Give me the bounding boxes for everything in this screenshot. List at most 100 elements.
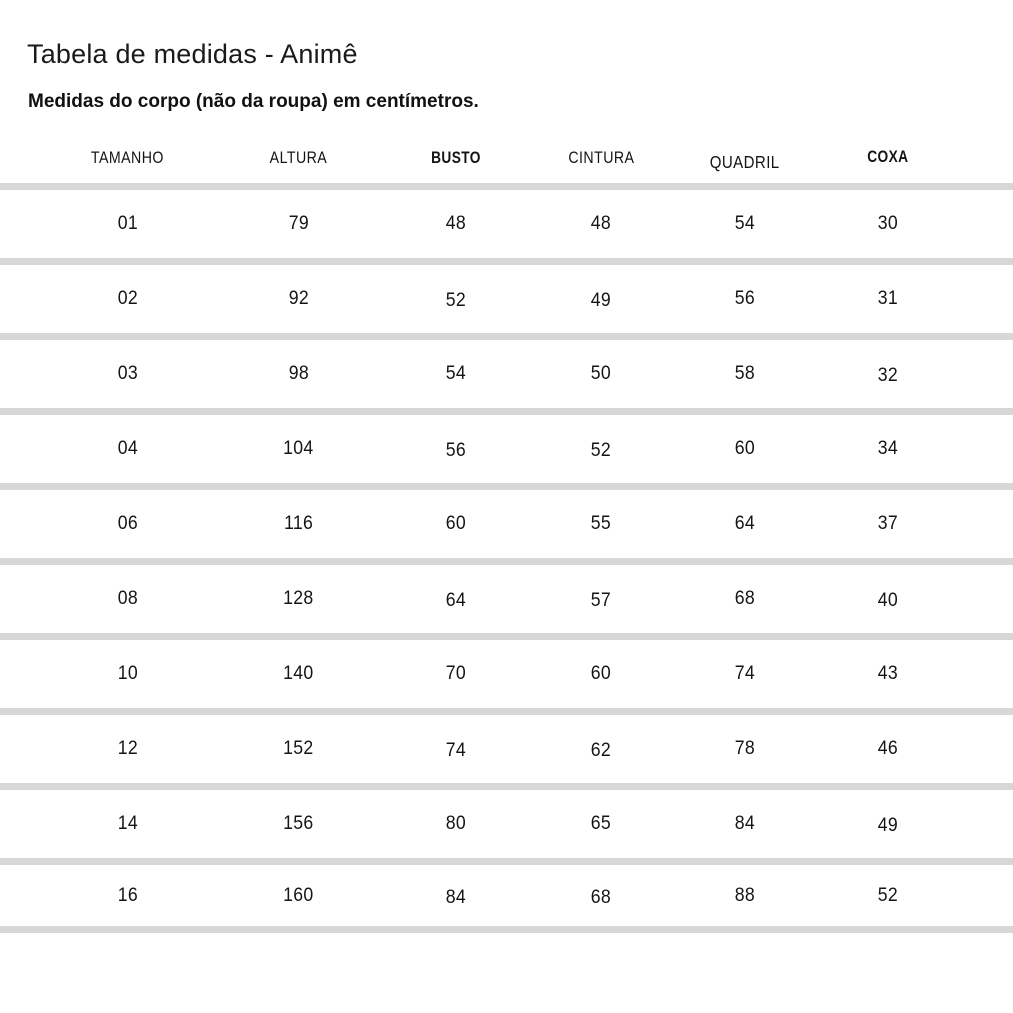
table-cell: 04	[40, 438, 215, 460]
cell-value: 31	[877, 288, 899, 309]
cell-value: 49	[877, 815, 899, 836]
table-cell: 52	[818, 885, 958, 907]
cell-value: 140	[283, 663, 314, 684]
table-cell: 88	[672, 885, 818, 907]
table-row: 04 104 56 52 60 34	[0, 408, 1013, 483]
cell-value: 68	[590, 886, 612, 908]
cell-value: 74	[734, 663, 756, 684]
table-cell: 54	[672, 213, 818, 235]
cell-value: 50	[590, 363, 612, 384]
cell-value: 46	[877, 738, 899, 759]
table-cell: 60	[382, 513, 530, 535]
cell-value: 58	[734, 363, 756, 384]
cell-value: 54	[734, 213, 756, 234]
table-row: 08 128 64 57 68 40	[0, 558, 1013, 633]
cell-value: 32	[877, 365, 899, 386]
col-header-label: TAMANHO	[91, 148, 164, 167]
cell-value: 48	[445, 213, 467, 234]
cell-value: 156	[283, 813, 314, 834]
cell-value: 34	[877, 438, 899, 459]
table-cell: 52	[382, 288, 530, 311]
table-cell: 10	[40, 663, 215, 685]
cell-value: 80	[445, 813, 467, 834]
col-header-label: ALTURA	[269, 148, 328, 167]
table-cell: 152	[215, 738, 382, 760]
cell-value: 68	[734, 588, 756, 609]
table-cell: 64	[382, 588, 530, 611]
table-cell: 104	[215, 438, 382, 460]
table-cell: 52	[530, 438, 672, 461]
table-cell: 32	[818, 363, 958, 386]
table-row: 02 92 52 49 56 31	[0, 258, 1013, 333]
table-cell: 57	[530, 588, 672, 611]
table-cell: 50	[530, 363, 672, 385]
col-header-label: COXA	[867, 147, 909, 166]
cell-value: 06	[117, 513, 138, 534]
cell-value: 60	[734, 438, 756, 459]
cell-value: 03	[117, 363, 138, 384]
table-cell: 64	[672, 513, 818, 535]
table-cell: 68	[672, 588, 818, 610]
table-cell: 156	[215, 813, 382, 835]
cell-value: 60	[590, 663, 612, 684]
table-cell: 84	[382, 885, 530, 908]
cell-value: 65	[590, 813, 612, 834]
table-cell: 116	[215, 513, 382, 535]
table-body: 01 79 48 48 54 30 02 92 52 49 56 31 03 9…	[0, 183, 1013, 933]
table-cell: 48	[530, 213, 672, 235]
cell-value: 56	[734, 288, 756, 309]
cell-value: 78	[734, 738, 756, 759]
cell-value: 37	[877, 513, 899, 534]
table-cell: 14	[40, 813, 215, 835]
table-cell: 43	[818, 663, 958, 685]
cell-value: 16	[117, 884, 138, 906]
table-cell: 98	[215, 363, 382, 385]
table-cell: 128	[215, 588, 382, 610]
cell-value: 52	[590, 440, 612, 461]
page-title: Tabela de medidas - Animê	[27, 39, 358, 69]
table-cell: 80	[382, 813, 530, 835]
cell-value: 116	[283, 513, 314, 534]
table-cell: 74	[672, 663, 818, 685]
table-cell: 55	[530, 513, 672, 535]
cell-value: 60	[445, 513, 467, 534]
table-cell: 56	[382, 438, 530, 461]
cell-value: 70	[445, 663, 467, 684]
table-cell: 34	[818, 438, 958, 460]
table-cell: 06	[40, 513, 215, 535]
table-cell: 46	[818, 738, 958, 760]
col-header-tamanho: TAMANHO	[40, 149, 215, 168]
table-cell: 70	[382, 663, 530, 685]
table-cell: 48	[382, 213, 530, 235]
col-header-label: BUSTO	[431, 148, 481, 167]
table-row: 10 140 70 60 74 43	[0, 633, 1013, 708]
table-cell: 65	[530, 813, 672, 835]
table-cell: 16	[40, 885, 215, 907]
cell-value: 152	[283, 738, 314, 759]
table-row: 03 98 54 50 58 32	[0, 333, 1013, 408]
cell-value: 54	[445, 363, 467, 384]
table-cell: 60	[672, 438, 818, 460]
table-header-row: TAMANHO ALTURA BUSTO CINTURA QUADRIL COX…	[0, 133, 1013, 183]
cell-value: 04	[117, 438, 138, 459]
table-cell: 40	[818, 588, 958, 611]
table-cell: 160	[215, 885, 382, 907]
table-cell: 56	[672, 288, 818, 310]
table-cell: 49	[818, 813, 958, 836]
col-header-coxa: COXA	[818, 147, 958, 168]
cell-value: 64	[734, 513, 756, 534]
table-cell: 92	[215, 288, 382, 310]
col-header-busto: BUSTO	[382, 149, 530, 168]
cell-value: 160	[283, 884, 314, 906]
cell-value: 52	[445, 290, 467, 311]
cell-value: 52	[877, 884, 899, 906]
cell-value: 98	[288, 363, 309, 384]
table-cell: 12	[40, 738, 215, 760]
cell-value: 30	[877, 213, 899, 234]
table-cell: 31	[818, 288, 958, 310]
col-header-label: QUADRIL	[710, 151, 780, 172]
cell-value: 14	[117, 813, 138, 834]
table-cell: 30	[818, 213, 958, 235]
table-cell: 01	[40, 213, 215, 235]
